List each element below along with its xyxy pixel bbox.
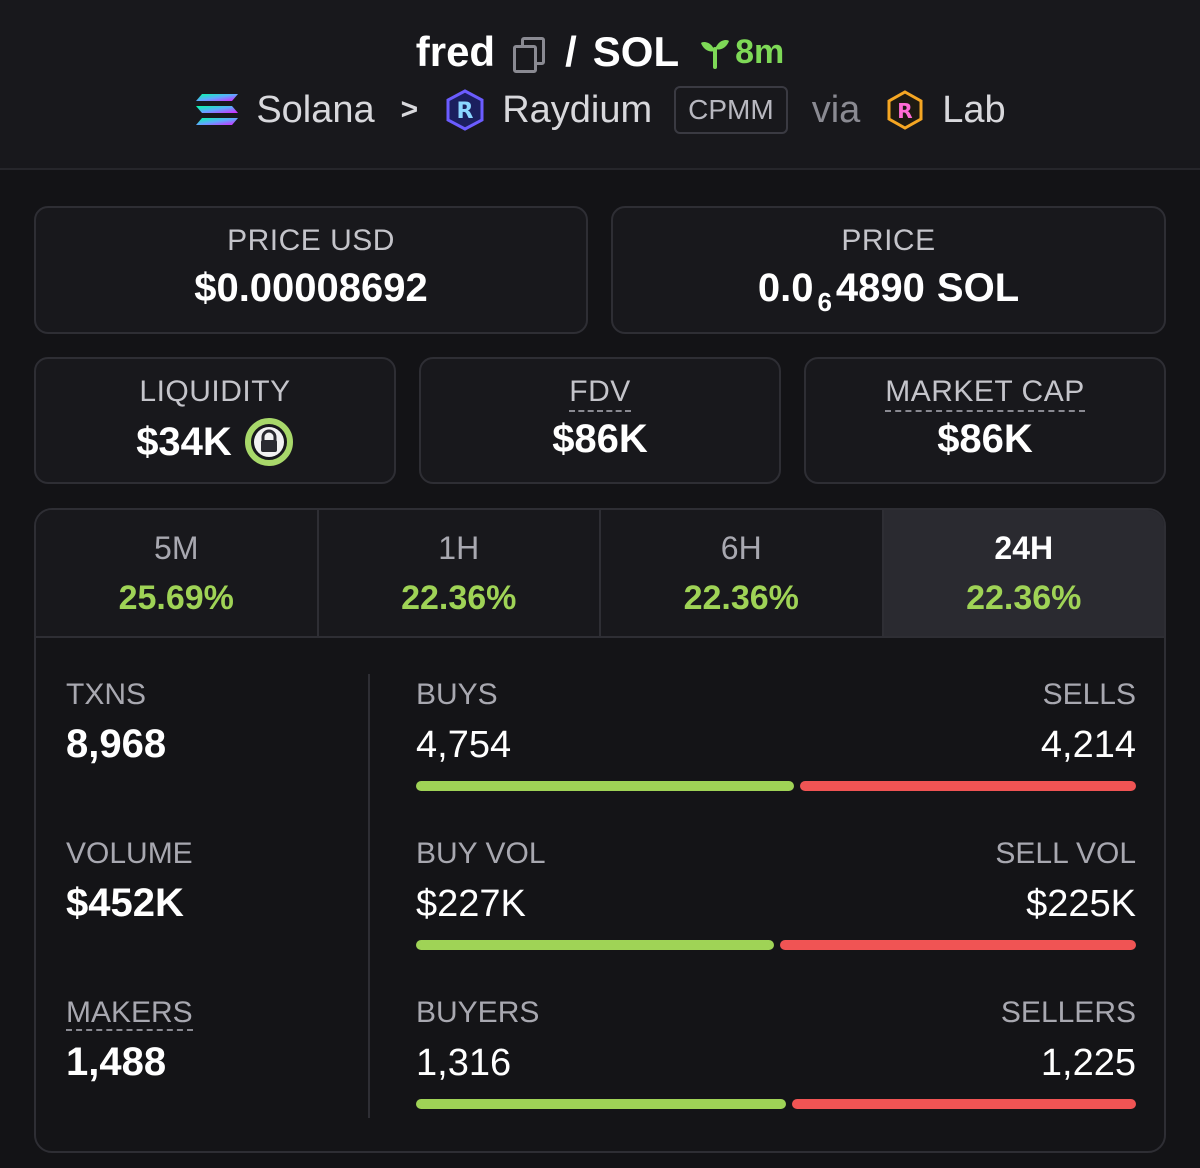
price-native-value: 0.0 6 4890 SOL [613, 266, 1164, 317]
sells-value: 4,214 [1040, 724, 1136, 766]
pair-title-row: fred / SOL 8m [0, 28, 1200, 76]
pair-header: fred / SOL 8m Solana [0, 0, 1200, 170]
buyers-sellers-bar [416, 1099, 1136, 1109]
lock-icon[interactable] [244, 417, 294, 467]
makers-value: 1,488 [66, 1040, 167, 1084]
lab-icon: R [887, 90, 923, 130]
stats-body: TXNS 8,968 VOLUME $452K MAKERS 1,488 BUY… [36, 638, 1164, 1151]
price-native-box: PRICE 0.0 6 4890 SOL [611, 206, 1166, 334]
buys-sells-bar [416, 781, 1136, 791]
buyers-value: 1,316 [416, 1042, 512, 1084]
fdv-label[interactable]: FDV [421, 375, 779, 412]
svg-text:R: R [457, 99, 474, 124]
txns-stat: TXNS 8,968 [66, 678, 166, 767]
quote-symbol: SOL [592, 28, 680, 75]
via-label: via [811, 88, 861, 131]
column-divider [368, 674, 370, 1118]
token-symbol: fred [415, 28, 496, 75]
breadcrumb: Solana > R Raydium CPMM via R Lab [0, 86, 1200, 134]
pool-type-badge: CPMM [674, 86, 788, 134]
sells-label: SELLS [1042, 678, 1136, 711]
buy-vol-bar [416, 940, 775, 950]
buyers-bar [416, 1099, 786, 1109]
chevron-right-icon: > [400, 93, 419, 126]
buys-value: 4,754 [416, 724, 512, 766]
makers-label[interactable]: MAKERS [66, 996, 193, 1031]
liquidity-box: LIQUIDITY $34K [34, 357, 396, 484]
buys-bar [416, 781, 795, 791]
sell-vol-value: $225K [1026, 883, 1136, 925]
launchpad-link[interactable]: Lab [942, 88, 1006, 131]
chain-link[interactable]: Solana [256, 88, 375, 131]
buy-sell-volume-bar [416, 940, 1136, 950]
sprout-icon [701, 39, 730, 69]
liquidity-value: $34K [136, 419, 232, 464]
txns-value: 8,968 [66, 722, 167, 766]
sellers-value: 1,225 [1040, 1042, 1136, 1084]
timeframe-tabs: 5M 25.69% 1H 22.36% 6H 22.36% 24H 22.36% [36, 510, 1164, 638]
price-usd-box: PRICE USD $0.00008692 [34, 206, 588, 334]
buyers-sellers-stat: BUYERS SELLERS 1,316 1,225 [416, 996, 1136, 1109]
stats-panel: 5M 25.69% 1H 22.36% 6H 22.36% 24H 22.36%… [34, 508, 1166, 1153]
tab-6h[interactable]: 6H 22.36% [601, 510, 884, 636]
buy-sell-volume-stat: BUY VOL SELL VOL $227K $225K [416, 837, 1136, 950]
volume-label: VOLUME [66, 837, 193, 870]
sellers-label: SELLERS [1000, 996, 1136, 1029]
txns-label: TXNS [66, 678, 147, 711]
tab-5m[interactable]: 5M 25.69% [36, 510, 319, 636]
market-cap-box: MARKET CAP $86K [804, 357, 1166, 484]
svg-text:R: R [898, 99, 913, 123]
price-usd-value: $0.00008692 [194, 266, 428, 310]
copy-icon[interactable] [511, 35, 546, 73]
pair-age-value: 8m [735, 32, 785, 71]
makers-stat: MAKERS 1,488 [66, 996, 193, 1085]
sell-vol-bar [780, 940, 1136, 950]
market-cap-label[interactable]: MARKET CAP [806, 375, 1164, 412]
volume-stat: VOLUME $452K [66, 837, 193, 926]
price-usd-label: PRICE USD [227, 224, 395, 257]
price-native-label: PRICE [841, 224, 936, 257]
fdv-value: $86K [552, 417, 648, 461]
sellers-bar [791, 1099, 1136, 1109]
buy-vol-value: $227K [416, 883, 526, 925]
price-prefix: 0.0 [757, 266, 814, 310]
tab-1h[interactable]: 1H 22.36% [318, 510, 601, 636]
liquidity-label: LIQUIDITY [139, 375, 291, 408]
tab-24h[interactable]: 24H 22.36% [883, 510, 1164, 636]
buys-sells-stat: BUYS SELLS 4,754 4,214 [416, 678, 1136, 791]
pair-age: 8m [699, 33, 784, 72]
dex-link[interactable]: Raydium [502, 88, 653, 131]
liquidity-value-row: $34K [36, 417, 394, 467]
price-unit: SOL [936, 266, 1020, 310]
fdv-box: FDV $86K [419, 357, 781, 484]
buy-vol-label: BUY VOL [416, 837, 546, 870]
price-zero-count: 6 [817, 287, 832, 317]
buys-label: BUYS [416, 678, 498, 711]
price-digits: 4890 [835, 266, 925, 310]
buyers-label: BUYERS [416, 996, 540, 1029]
sells-bar [800, 781, 1136, 791]
pair-separator: / [565, 28, 577, 75]
raydium-icon: R [446, 89, 484, 131]
solana-icon [196, 94, 239, 125]
market-cap-value: $86K [937, 417, 1033, 461]
sell-vol-label: SELL VOL [995, 837, 1136, 870]
volume-value: $452K [66, 881, 184, 925]
